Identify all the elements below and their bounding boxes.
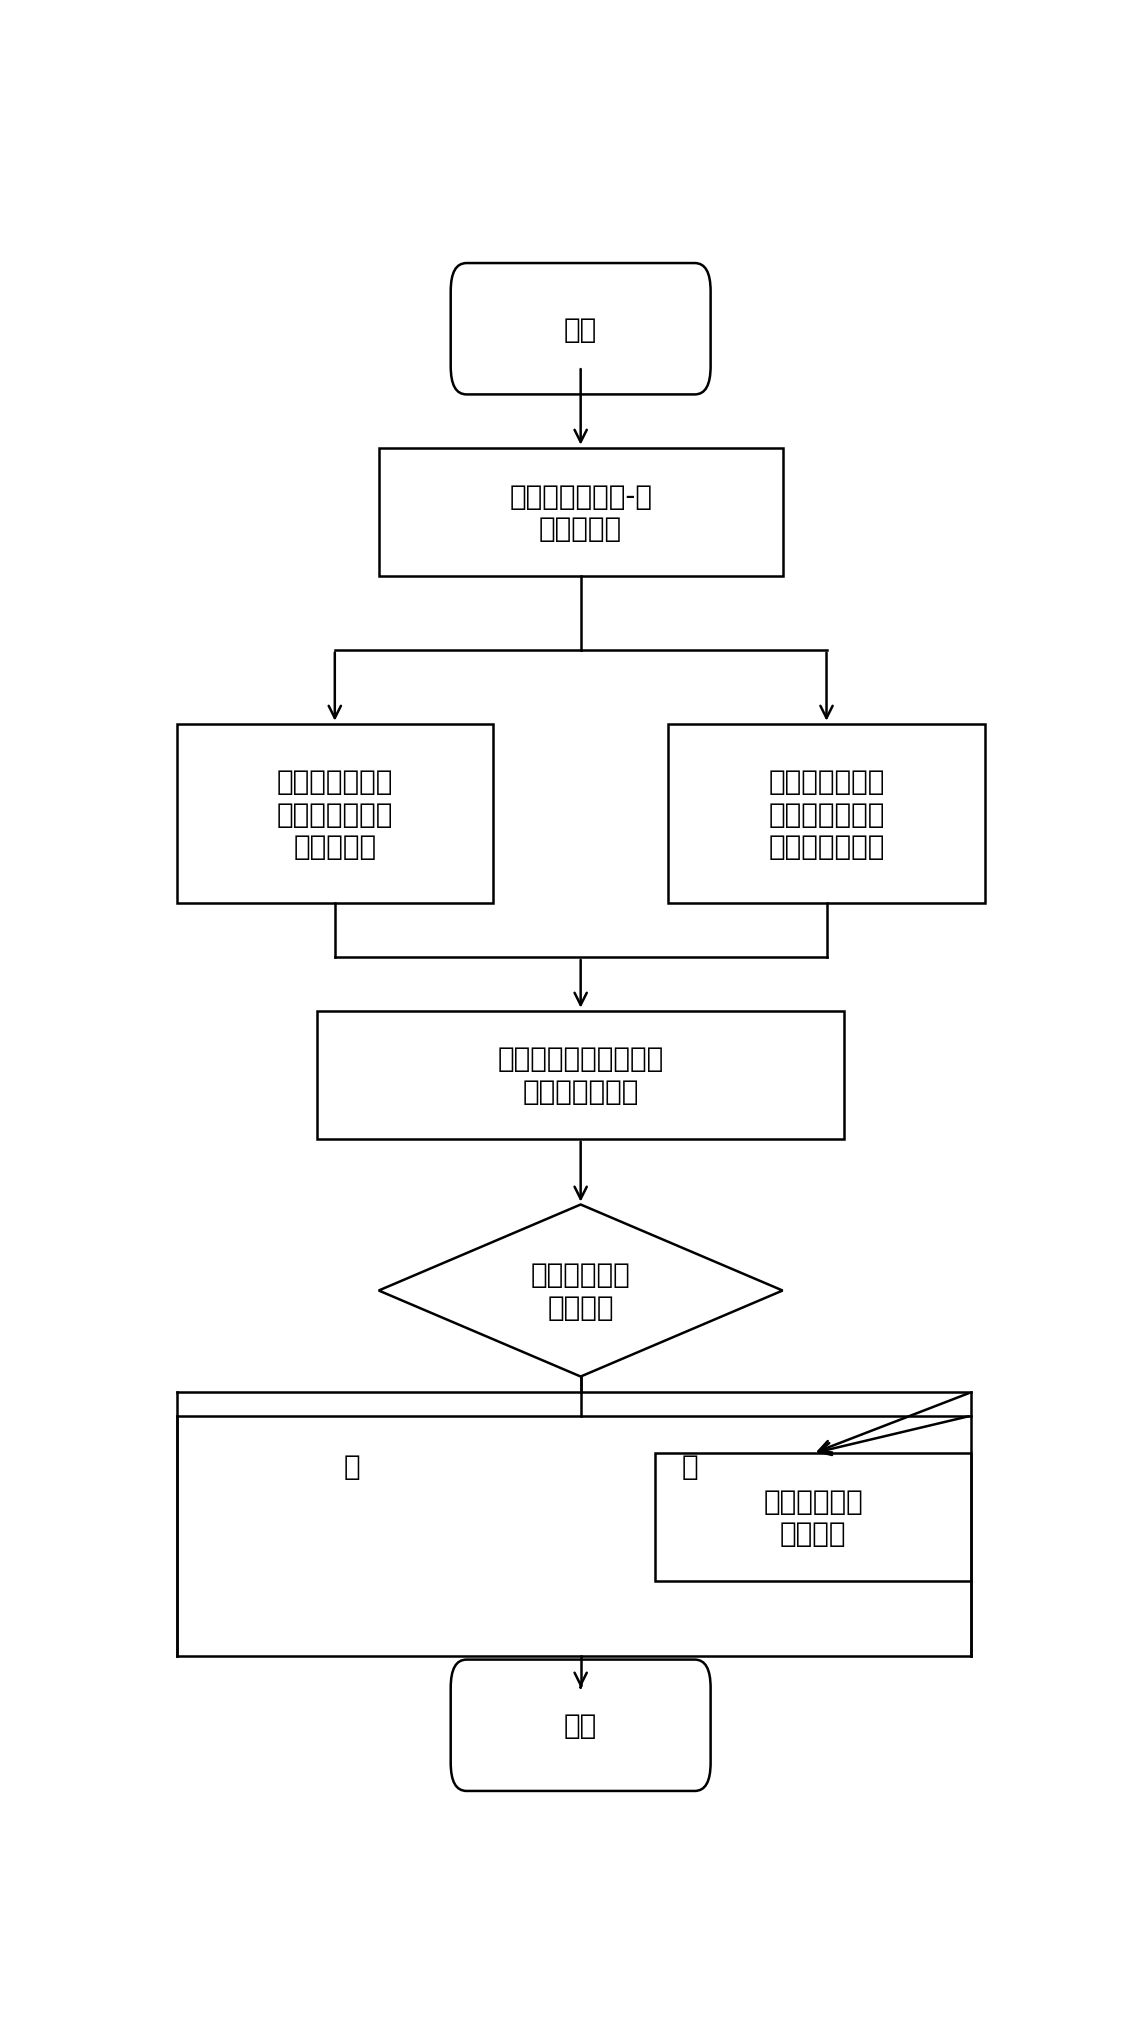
- FancyBboxPatch shape: [451, 264, 710, 396]
- Text: 对控制器参数
进行整定: 对控制器参数 进行整定: [764, 1488, 863, 1547]
- Bar: [378, 449, 783, 577]
- Text: 柴油发动机双环回路控
制系统进行仿真: 柴油发动机双环回路控 制系统进行仿真: [497, 1045, 664, 1106]
- Text: 基于李雅普诺夫
函数的转速回路
控制器设计: 基于李雅普诺夫 函数的转速回路 控制器设计: [276, 767, 393, 861]
- Polygon shape: [378, 1206, 783, 1376]
- Text: 基于扩张状态观
测器的气体回路
滑模控制器设计: 基于扩张状态观 测器的气体回路 滑模控制器设计: [768, 767, 885, 861]
- Text: 判断是否满足
控制目标: 判断是否满足 控制目标: [530, 1261, 631, 1322]
- Bar: [668, 725, 985, 903]
- Text: 否: 否: [682, 1451, 699, 1480]
- Text: 是: 是: [344, 1451, 360, 1480]
- Bar: [317, 1011, 844, 1139]
- Bar: [655, 1453, 971, 1581]
- FancyBboxPatch shape: [451, 1661, 710, 1790]
- Text: 结束: 结束: [564, 1711, 597, 1740]
- Text: 开始: 开始: [564, 315, 597, 343]
- Text: 柴油发动机气体-转
速回路建模: 柴油发动机气体-转 速回路建模: [509, 483, 653, 542]
- Bar: [177, 725, 493, 903]
